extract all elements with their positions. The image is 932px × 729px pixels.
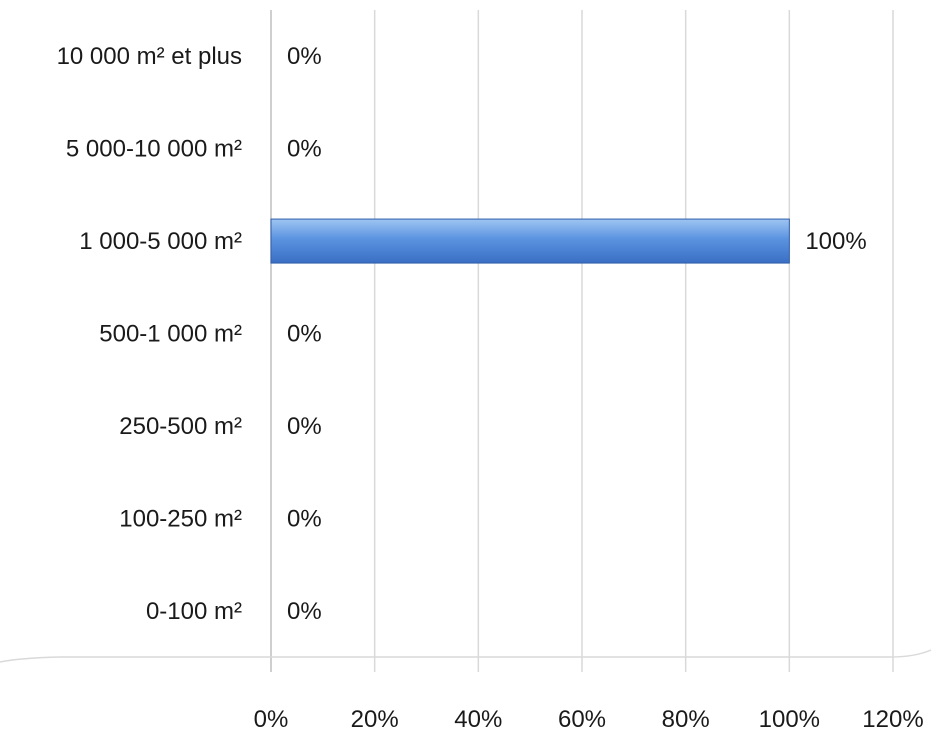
category-label: 0-100 m² <box>146 598 242 625</box>
x-tick-label: 120% <box>862 706 923 729</box>
data-label: 0% <box>287 43 322 70</box>
category-label: 100-250 m² <box>119 505 242 532</box>
data-label: 0% <box>287 321 322 348</box>
x-tick-label: 60% <box>558 706 606 729</box>
x-tick-label: 20% <box>351 706 399 729</box>
data-label: 0% <box>287 598 322 625</box>
category-label: 250-500 m² <box>119 413 242 440</box>
category-label: 1 000-5 000 m² <box>79 228 242 255</box>
x-tick-labels: 0% 20% 40% 60% 80% 100% 120% <box>254 706 924 729</box>
category-label: 10 000 m² et plus <box>57 43 242 70</box>
x-tick-label: 100% <box>759 706 820 729</box>
data-label: 0% <box>287 136 322 163</box>
data-label: 0% <box>287 505 322 532</box>
x-tick-label: 40% <box>454 706 502 729</box>
x-tick-label: 0% <box>254 706 289 729</box>
bars <box>270 218 790 264</box>
category-label: 5 000-10 000 m² <box>66 136 242 163</box>
x-tick-label: 80% <box>662 706 710 729</box>
data-label: 100% <box>805 228 866 255</box>
data-label: 0% <box>287 413 322 440</box>
gridlines <box>270 10 894 672</box>
plot-frame-arc <box>0 649 932 663</box>
category-label: 500-1 000 m² <box>99 321 242 348</box>
category-labels: 0-100 m² 100-250 m² 250-500 m² 500-1 000 m²… <box>57 43 242 625</box>
data-labels: 0% 0% 0% 0% 100% 0% 0% <box>287 43 867 625</box>
bar <box>270 218 790 264</box>
